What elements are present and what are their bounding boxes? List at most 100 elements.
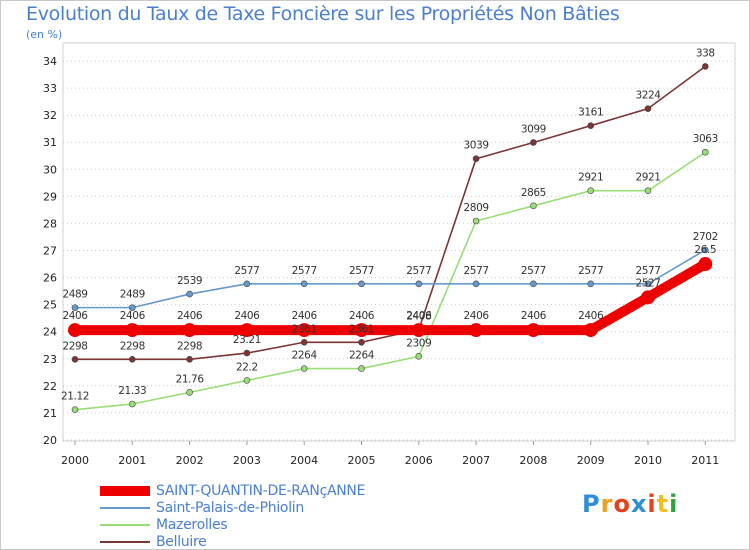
y-tick-label: 20 (43, 434, 57, 447)
logo-letter: i (669, 490, 679, 518)
data-point (243, 280, 251, 288)
x-tick-label: 2002 (176, 454, 204, 467)
legend-swatch-saint-quantin (100, 485, 150, 496)
logo-letter: x (630, 490, 648, 518)
legend-label: Mazerolles (156, 516, 228, 533)
data-label: 3039 (464, 140, 489, 152)
data-label: 2577 (234, 265, 259, 277)
data-point (587, 280, 595, 288)
proxiti-logo: Proxiti (582, 490, 678, 518)
y-tick-label: 27 (43, 245, 57, 258)
data-point (469, 323, 484, 338)
x-tick-label: 2007 (462, 454, 490, 467)
data-label: 2406 (234, 310, 260, 322)
data-point (698, 257, 713, 272)
logo-letter: r (600, 490, 614, 518)
series-line (74, 249, 707, 309)
data-point (472, 155, 480, 163)
data-point (125, 323, 140, 338)
data-point (186, 389, 193, 396)
data-point (186, 290, 193, 298)
data-label: 2489 (120, 289, 145, 301)
data-point (587, 122, 595, 130)
data-point (71, 304, 79, 311)
data-point (701, 63, 709, 70)
data-label: 2577 (464, 265, 489, 277)
data-point (186, 356, 193, 363)
data-point (358, 338, 365, 346)
data-label: 2702 (693, 231, 718, 243)
x-tick-label: 2010 (634, 454, 662, 467)
data-label: 2309 (406, 337, 431, 349)
legend-swatch-saint-palais (100, 506, 150, 509)
legend-label: SAINT-QUANTIN-DE-RANçANNE (156, 482, 366, 499)
data-point (411, 323, 426, 338)
legend-item: Belluire (100, 533, 365, 550)
data-point (129, 304, 136, 311)
y-tick-label: 25 (43, 299, 57, 312)
data-label: 22.2 (236, 361, 258, 373)
legend-label: Saint-Palais-de-Phiolin (156, 499, 304, 516)
data-label: 3099 (521, 123, 546, 135)
data-point (415, 280, 423, 288)
data-point (587, 187, 595, 194)
data-point (526, 323, 541, 338)
data-point (300, 338, 308, 346)
data-label: 2406 (349, 310, 375, 322)
series-layer (68, 63, 713, 413)
data-label: 3161 (578, 107, 603, 119)
data-point (243, 377, 251, 384)
data-point (644, 280, 652, 288)
chart-title: Evolution du Taux de Taxe Foncière sur l… (26, 3, 620, 25)
data-label: 2577 (521, 265, 546, 277)
data-label: 3224 (635, 90, 661, 102)
data-label: 2298 (62, 340, 87, 352)
data-label: 2408 (406, 311, 431, 323)
data-label: 2577 (349, 265, 374, 277)
data-point (583, 323, 598, 338)
data-label: 3063 (693, 133, 718, 145)
data-label: 2539 (177, 275, 202, 287)
data-point (354, 323, 369, 338)
x-tick-label: 2008 (519, 454, 547, 467)
data-point (297, 323, 312, 338)
logo-letter: P (582, 490, 601, 518)
y-tick-label: 32 (43, 109, 57, 122)
data-label: 2406 (292, 310, 318, 322)
y-tick-label: 22 (43, 380, 57, 393)
legend-swatch-belluire (100, 540, 150, 543)
y-tick-label: 31 (43, 136, 57, 149)
data-point (182, 323, 197, 338)
data-label: 2577 (292, 265, 317, 277)
series-line (74, 151, 707, 411)
data-label: 21.33 (118, 385, 146, 397)
y-tick-label: 23 (43, 353, 57, 366)
data-point (358, 365, 365, 372)
legend-item: SAINT-QUANTIN-DE-RANçANNE (100, 482, 365, 499)
data-label: 2406 (120, 310, 146, 322)
data-point (239, 323, 254, 338)
data-label: 2809 (464, 202, 489, 214)
data-label: 2406 (406, 310, 432, 322)
data-label: 2577 (406, 265, 431, 277)
data-label: 26.5 (694, 244, 716, 256)
data-label: 2577 (578, 265, 603, 277)
data-point (701, 148, 709, 156)
x-tick-label: 2000 (61, 454, 89, 467)
logo-letter: t (656, 490, 670, 518)
x-tick-label: 2009 (577, 454, 605, 467)
y-tick-label: 21 (43, 407, 57, 420)
y-tick-label: 28 (43, 217, 57, 230)
plot-area (62, 42, 736, 442)
legend: SAINT-QUANTIN-DE-RANçANNE Saint-Palais-d… (100, 482, 365, 550)
data-label: 21.76 (176, 373, 205, 385)
legend-item: Mazerolles (100, 516, 365, 533)
data-label: 2406 (521, 310, 547, 322)
data-point (300, 280, 308, 288)
grid (62, 42, 736, 442)
y-tick-label: 26 (43, 272, 57, 285)
data-point (415, 353, 423, 360)
data-point (530, 280, 537, 288)
